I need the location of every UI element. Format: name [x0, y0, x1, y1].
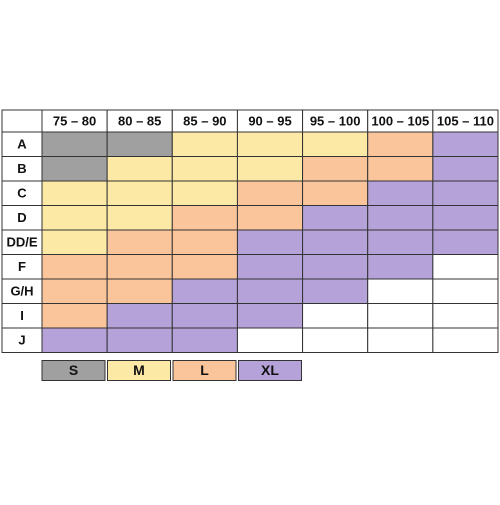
- row-label: A: [17, 137, 27, 152]
- row-label: I: [20, 308, 24, 323]
- size-cell: [171, 254, 238, 280]
- header-corner: [1, 109, 43, 133]
- size-cell: [41, 156, 108, 182]
- size-cell: [236, 205, 304, 231]
- column-header: 95 – 100: [310, 113, 361, 128]
- size-cell: [41, 327, 108, 353]
- size-cell: [106, 205, 173, 231]
- column-header: 90 – 95: [248, 113, 291, 128]
- row-header-cell: [1, 180, 43, 206]
- size-cell: [302, 156, 369, 182]
- size-cell: [106, 254, 173, 280]
- size-cell: [171, 278, 238, 304]
- row-header-cell: [1, 229, 43, 255]
- legend-label: L: [200, 362, 209, 378]
- column-header: 75 – 80: [53, 113, 96, 128]
- size-cell: [367, 156, 434, 182]
- size-cell: [367, 278, 434, 304]
- column-header: 105 – 110: [437, 113, 494, 128]
- size-cell: [236, 303, 304, 329]
- size-cell: [432, 131, 499, 157]
- size-cell: [432, 303, 499, 329]
- size-cell: [41, 229, 108, 255]
- size-cell: [41, 205, 108, 231]
- size-cell: [171, 180, 238, 206]
- legend-label: S: [69, 362, 78, 378]
- row-header-cell: [1, 205, 43, 231]
- column-header: 85 – 90: [183, 113, 226, 128]
- size-cell: [236, 156, 304, 182]
- size-cell: [236, 229, 304, 255]
- size-cell: [106, 156, 173, 182]
- size-cell: [41, 180, 108, 206]
- row-label: J: [18, 333, 25, 348]
- size-cell: [302, 254, 369, 280]
- row-header-cell: [1, 303, 43, 329]
- size-cell: [171, 156, 238, 182]
- row-header-cell: [1, 327, 43, 353]
- size-cell: [302, 278, 369, 304]
- size-cell: [302, 327, 369, 353]
- size-cell: [106, 327, 173, 353]
- legend-label: M: [133, 362, 145, 378]
- row-label: G/H: [10, 284, 33, 299]
- size-cell: [236, 131, 304, 157]
- size-cell: [236, 327, 304, 353]
- size-cell: [41, 303, 108, 329]
- size-cell: [367, 229, 434, 255]
- size-cell: [432, 254, 499, 280]
- size-cell: [171, 303, 238, 329]
- row-label: B: [17, 161, 26, 176]
- size-cell: [302, 303, 369, 329]
- legend-swatch: [172, 360, 237, 381]
- size-cell: [367, 327, 434, 353]
- legend-label: XL: [261, 362, 279, 378]
- size-cell: [367, 131, 434, 157]
- legend-swatch: [41, 360, 106, 381]
- size-cell: [106, 303, 173, 329]
- size-cell: [171, 131, 238, 157]
- size-cell: [432, 327, 499, 353]
- size-cell: [171, 327, 238, 353]
- size-cell: [367, 205, 434, 231]
- row-label: D: [17, 210, 26, 225]
- size-cell: [41, 131, 108, 157]
- size-cell: [432, 156, 499, 182]
- row-label: C: [17, 186, 27, 201]
- size-cell: [432, 205, 499, 231]
- size-cell: [432, 229, 499, 255]
- size-cell: [106, 131, 173, 157]
- size-cell: [106, 229, 173, 255]
- size-cell: [236, 254, 304, 280]
- legend-swatch: [238, 360, 302, 381]
- column-header: 100 – 105: [371, 113, 429, 128]
- size-cell: [302, 180, 369, 206]
- size-cell: [432, 278, 499, 304]
- legend-swatch: [107, 360, 171, 381]
- size-cell: [41, 254, 108, 280]
- size-cell: [302, 229, 369, 255]
- size-cell: [41, 278, 108, 304]
- size-cell: [302, 131, 369, 157]
- size-cell: [171, 229, 238, 255]
- column-header: 80 – 85: [118, 113, 161, 128]
- size-cell: [432, 180, 499, 206]
- size-cell: [367, 254, 434, 280]
- row-label: DD/E: [6, 235, 37, 250]
- size-cell: [236, 278, 304, 304]
- size-cell: [236, 180, 304, 206]
- size-cell: [367, 303, 434, 329]
- row-label: F: [18, 259, 26, 274]
- size-cell: [302, 205, 369, 231]
- size-cell: [106, 180, 173, 206]
- size-cell: [171, 205, 238, 231]
- size-cell: [106, 278, 173, 304]
- size-cell: [367, 180, 434, 206]
